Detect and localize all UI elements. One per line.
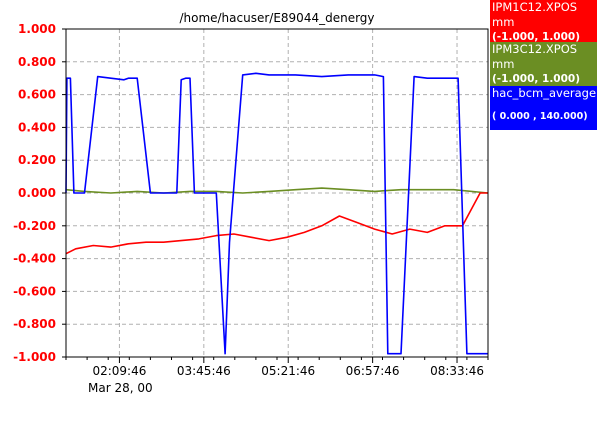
y-tick-label: -0.400 xyxy=(13,252,56,266)
x-tick-label: 02:09:46 xyxy=(92,364,146,378)
y-tick-label: -0.200 xyxy=(13,219,56,233)
y-tick-label: 0.600 xyxy=(18,88,56,102)
legend-series-name: hac_bcm_average xyxy=(492,86,597,100)
y-tick-label: 0.400 xyxy=(18,120,56,134)
legend-series-unit: mm xyxy=(492,15,515,29)
y-tick-label: 0.200 xyxy=(18,153,56,167)
series-line xyxy=(65,192,488,255)
legend-series-unit: mm xyxy=(492,57,515,71)
chart-title: /home/hacuser/E89044_denergy xyxy=(179,11,374,25)
y-tick-label: 0.800 xyxy=(18,55,56,69)
x-tick-label: 03:45:46 xyxy=(177,364,231,378)
y-tick-label: -1.000 xyxy=(13,350,56,364)
y-tick-label: 1.000 xyxy=(18,22,56,36)
x-tick-label: 05:21:46 xyxy=(261,364,315,378)
legend-series-range: (-1.000, 1.000) xyxy=(492,73,581,85)
grid xyxy=(66,29,488,357)
plot-series xyxy=(65,72,489,355)
legend-series-range: ( 0.000 , 140.000) xyxy=(492,111,588,122)
x-date-label: Mar 28, 00 xyxy=(88,381,153,395)
series-line xyxy=(65,72,488,355)
legend-item-ipm3c12[interactable]: IPM3C12.XPOS mm (-1.000, 1.000) xyxy=(490,42,597,86)
series-line xyxy=(65,187,489,194)
legend-series-name: IPM1C12.XPOS xyxy=(492,0,578,14)
x-tick-label: 08:33:46 xyxy=(430,364,484,378)
y-tick-label: 0.000 xyxy=(18,186,56,200)
legend-item-hac-bcm-average[interactable]: hac_bcm_average ( 0.000 , 140.000) xyxy=(490,86,597,130)
legend-series-name: IPM3C12.XPOS xyxy=(492,42,578,56)
x-axis: 02:09:46 03:45:46 05:21:46 06:57:46 08:33:46 xyxy=(65,357,489,378)
y-tick-label: -0.800 xyxy=(13,317,56,331)
y-tick-label: -0.600 xyxy=(13,284,56,298)
legend-series-range: (-1.000, 1.000) xyxy=(492,31,581,43)
x-tick-label: 06:57:46 xyxy=(346,364,400,378)
legend-series-unit xyxy=(492,101,597,109)
y-axis: 1.000 0.800 0.600 0.400 0.200 0.000 -0.200 -0.4… xyxy=(13,22,66,364)
